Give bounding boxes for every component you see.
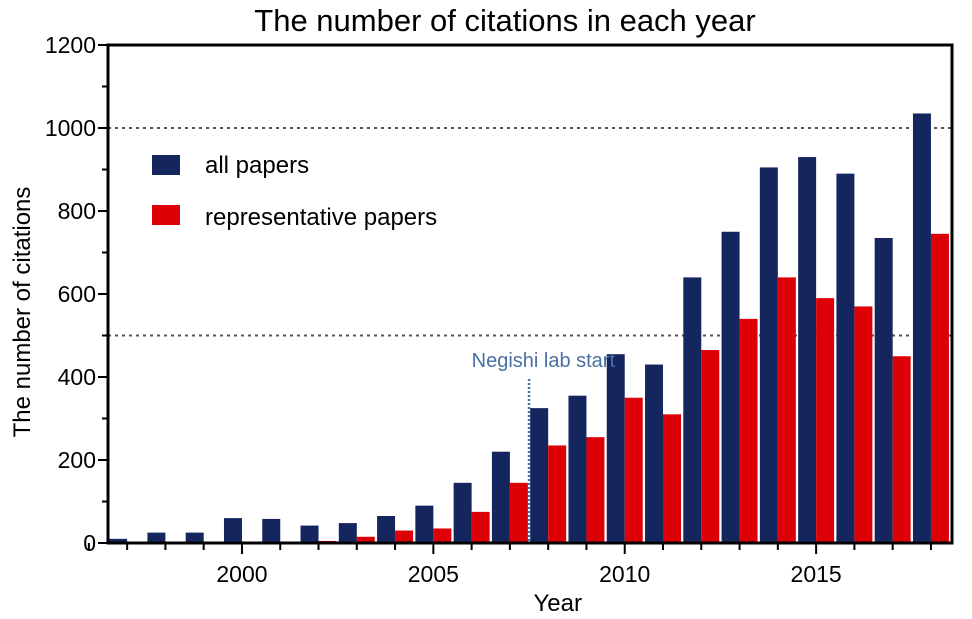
bar xyxy=(912,113,931,543)
bar xyxy=(721,231,740,543)
y-tick-label: 600 xyxy=(58,281,96,307)
y-tick-label: 1200 xyxy=(45,32,96,58)
y-tick-label: 1000 xyxy=(45,115,96,141)
bar xyxy=(930,233,949,543)
y-axis: 020040060080010001200 xyxy=(45,32,108,556)
annotation: Negishi lab start xyxy=(472,350,616,543)
bar xyxy=(892,356,911,543)
bar xyxy=(338,523,357,543)
bar xyxy=(300,525,319,543)
bar xyxy=(836,173,855,543)
x-tick-label: 2005 xyxy=(408,561,459,587)
annotation-text: Negishi lab start xyxy=(472,350,616,372)
bar xyxy=(433,528,452,543)
bar xyxy=(377,516,396,543)
reference-lines xyxy=(108,127,952,337)
x-axis: 2000 2005 2010 2015 xyxy=(87,543,932,587)
legend-label-representative-papers: representative papers xyxy=(205,204,437,231)
bar xyxy=(568,395,587,543)
bar xyxy=(415,505,434,543)
legend-label-all-papers: all papers xyxy=(205,152,309,179)
y-axis-label: The number of citations xyxy=(9,187,36,438)
bar xyxy=(530,408,549,543)
bar xyxy=(509,482,528,543)
bar xyxy=(624,397,643,543)
x-axis-label: Year xyxy=(534,590,583,617)
bar xyxy=(491,451,510,543)
bar xyxy=(223,518,242,543)
bar xyxy=(645,364,664,543)
bar xyxy=(874,237,893,543)
y-tick-label: 400 xyxy=(58,364,96,390)
bar xyxy=(453,482,472,543)
bar xyxy=(854,306,873,543)
bar xyxy=(548,445,567,543)
chart-title: The number of citations in each year xyxy=(254,3,755,38)
bar xyxy=(606,354,625,543)
bar xyxy=(816,298,835,543)
bars xyxy=(109,113,949,544)
legend-swatch-all-papers xyxy=(152,155,180,175)
bar xyxy=(356,536,375,543)
legend: all papers representative papers xyxy=(152,152,437,231)
x-tick-label: 2015 xyxy=(791,561,842,587)
bar xyxy=(586,437,605,543)
bar xyxy=(185,532,204,543)
x-tick-label: 2010 xyxy=(599,561,650,587)
bar xyxy=(759,167,778,544)
bar xyxy=(701,350,720,543)
x-tick-label: 2000 xyxy=(216,561,267,587)
bar xyxy=(777,277,796,543)
bar xyxy=(739,318,758,543)
bar xyxy=(798,157,817,544)
y-tick-label: 800 xyxy=(58,198,96,224)
bar xyxy=(109,538,128,543)
y-tick-label: 200 xyxy=(58,447,96,473)
bar xyxy=(395,530,414,543)
bar xyxy=(471,511,490,543)
legend-swatch-representative-papers xyxy=(152,205,180,225)
bar xyxy=(663,414,682,543)
bar xyxy=(262,518,281,543)
bar xyxy=(683,277,702,543)
bar xyxy=(147,532,166,543)
